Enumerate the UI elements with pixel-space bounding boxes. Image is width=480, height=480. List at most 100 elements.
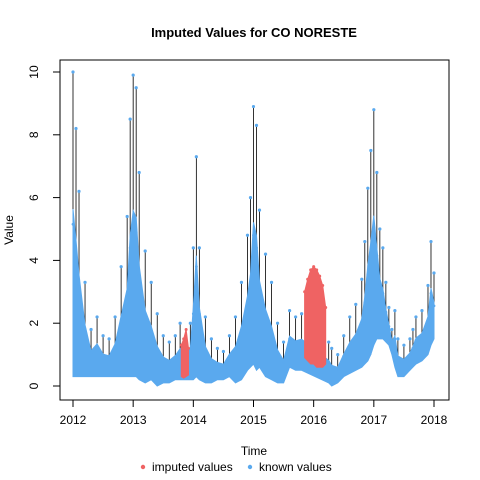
- known-value-point: [426, 318, 430, 322]
- legend-marker-imputed: [140, 464, 146, 470]
- known-value-point: [420, 334, 424, 338]
- known-value-point: [372, 226, 376, 229]
- known-value-point: [363, 301, 367, 305]
- known-value-point: [71, 70, 75, 74]
- known-value-point: [330, 365, 334, 369]
- known-value-point: [173, 356, 177, 360]
- imputed-value-point: [318, 274, 322, 278]
- known-value-point: [246, 301, 249, 305]
- known-value-point: [197, 312, 201, 316]
- known-value-point: [71, 222, 75, 226]
- known-value-point: [251, 104, 256, 109]
- imputed-value-point: [321, 284, 325, 288]
- imputed-values-band: [180, 329, 189, 379]
- x-tick-label: 2013: [120, 413, 147, 427]
- known-value-point: [390, 340, 394, 344]
- known-value-point: [149, 280, 153, 284]
- legend-label-known: known values: [259, 460, 332, 474]
- known-value-point: [155, 312, 159, 316]
- imputed-value-point: [184, 327, 188, 331]
- y-tick-label: 4: [27, 257, 41, 264]
- known-value-point: [143, 249, 147, 253]
- known-value-point: [134, 230, 138, 234]
- known-value-point: [281, 340, 286, 344]
- known-value-point: [89, 351, 93, 355]
- known-value-point: [294, 342, 298, 346]
- known-value-point: [300, 312, 304, 316]
- known-value-point: [426, 283, 430, 288]
- known-value-point: [188, 321, 192, 325]
- known-value-point: [149, 329, 153, 333]
- known-value-point: [294, 315, 298, 319]
- x-tick-label: 2016: [300, 413, 327, 427]
- known-value-point: [402, 359, 406, 363]
- known-values-band: [72, 208, 435, 387]
- known-value-point: [252, 233, 255, 237]
- y-axis-label: Value: [2, 215, 16, 245]
- known-value-point: [390, 327, 394, 332]
- known-value-point: [360, 321, 364, 325]
- known-value-point: [327, 340, 331, 344]
- known-value-point: [74, 126, 78, 131]
- known-value-point: [234, 348, 237, 352]
- known-value-point: [227, 334, 232, 338]
- x-axis: 2012 2013 2014 2015 2016 2017 2018: [60, 399, 448, 427]
- known-value-point: [161, 357, 165, 361]
- known-value-point: [137, 170, 141, 175]
- known-value-point: [378, 282, 382, 286]
- known-value-point: [330, 346, 334, 350]
- known-value-point: [363, 239, 367, 244]
- known-value-point: [354, 335, 358, 339]
- known-value-point: [173, 334, 177, 338]
- known-value-point: [288, 337, 291, 341]
- chart-title: Imputed Values for CO NORESTE: [151, 25, 357, 40]
- known-value-point: [384, 280, 388, 284]
- known-value-point: [125, 295, 129, 298]
- known-value-point: [369, 251, 373, 254]
- known-value-point: [155, 348, 159, 352]
- known-value-point: [167, 361, 171, 364]
- known-value-point: [77, 282, 81, 286]
- known-value-point: [393, 309, 397, 313]
- plot-data-layer: [71, 70, 436, 387]
- known-value-point: [178, 321, 182, 325]
- known-value-point: [255, 246, 258, 250]
- known-value-point: [387, 324, 391, 328]
- known-value-point: [191, 312, 195, 316]
- known-value-point: [282, 361, 285, 364]
- known-value-point: [408, 353, 412, 356]
- imputed-value-point: [324, 306, 328, 309]
- known-value-point: [161, 334, 165, 338]
- known-value-point: [83, 328, 87, 331]
- known-value-point: [89, 327, 93, 332]
- known-value-point: [360, 277, 364, 281]
- known-value-point: [276, 351, 279, 355]
- known-value-point: [113, 345, 117, 349]
- known-value-point: [381, 291, 385, 295]
- known-value-point: [248, 196, 253, 200]
- known-value-point: [432, 304, 436, 308]
- imputed-value-point: [306, 277, 310, 281]
- known-value-point: [378, 227, 382, 231]
- known-value-point: [240, 329, 243, 333]
- x-tick-label: 2018: [421, 413, 448, 427]
- known-value-point: [264, 313, 267, 317]
- known-value-point: [411, 327, 415, 332]
- known-value-point: [222, 364, 225, 367]
- known-value-point: [194, 265, 198, 269]
- known-value-point: [270, 329, 273, 333]
- known-value-point: [342, 334, 346, 338]
- y-tick-label: 8: [27, 131, 41, 138]
- known-value-point: [131, 73, 135, 77]
- known-value-point: [245, 233, 250, 237]
- known-value-point: [125, 214, 129, 219]
- known-value-point: [134, 86, 138, 90]
- y-tick-label: 2: [27, 320, 41, 327]
- imputed-value-point: [187, 346, 191, 350]
- known-value-point: [263, 252, 268, 256]
- known-value-point: [228, 354, 231, 358]
- known-value-point: [411, 346, 415, 350]
- known-value-point: [375, 254, 379, 258]
- known-value-point: [429, 291, 433, 295]
